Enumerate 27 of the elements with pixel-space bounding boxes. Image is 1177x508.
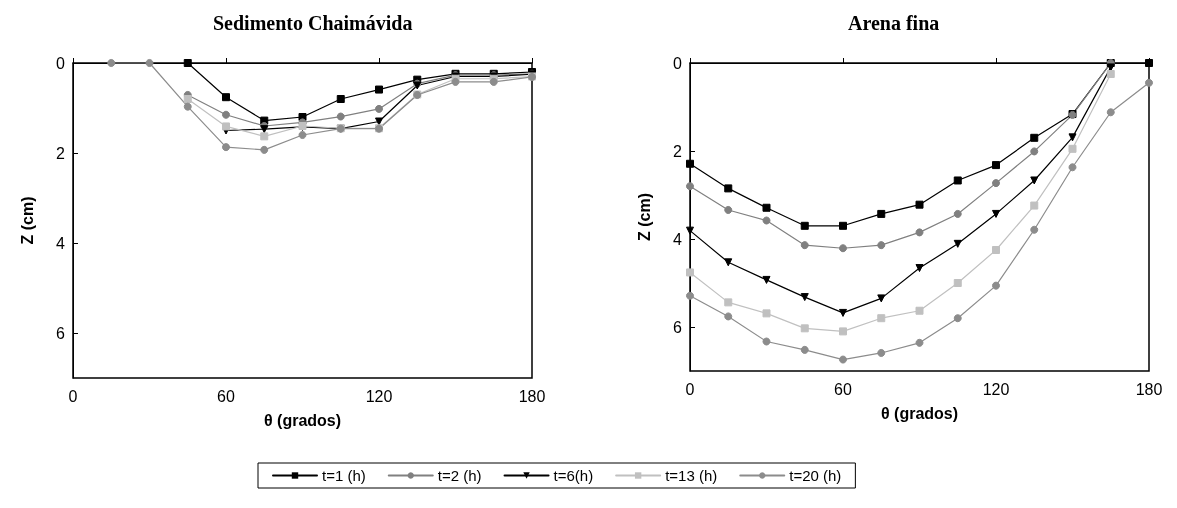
y-tick-label: 2 xyxy=(673,142,683,160)
legend-label: t=20 (h) xyxy=(789,467,842,484)
y-tick-label: 2 xyxy=(56,144,66,162)
y-tick-label: 6 xyxy=(673,318,683,336)
x-tick-label: 60 xyxy=(217,387,235,405)
x-tick-label: 180 xyxy=(1135,380,1163,398)
legend-label: t=1 (h) xyxy=(322,467,366,484)
x-tick-label: 180 xyxy=(518,387,546,405)
legend-label: t=13 (h) xyxy=(665,467,718,484)
legend-label: t=2 (h) xyxy=(437,467,482,484)
chart-title: Arena fina xyxy=(848,12,940,34)
x-tick-label: 120 xyxy=(982,380,1010,398)
legend-label: t=6(h) xyxy=(553,467,594,484)
y-axis-title: Z (cm) xyxy=(635,193,653,241)
x-tick-label: 60 xyxy=(834,380,852,398)
x-axis-title: θ (grados) xyxy=(880,404,959,422)
y-tick-label: 4 xyxy=(56,234,66,252)
x-axis-title: θ (grados) xyxy=(263,411,342,429)
y-tick-label: 4 xyxy=(673,230,683,248)
x-tick-label: 0 xyxy=(685,380,695,398)
y-tick-label: 6 xyxy=(56,324,66,342)
x-tick-label: 120 xyxy=(365,387,393,405)
x-tick-label: 0 xyxy=(68,387,78,405)
y-axis-title: Z (cm) xyxy=(18,196,36,245)
chart-title: Sedimento Chaimávida xyxy=(213,12,413,34)
y-tick-label: 0 xyxy=(673,54,683,72)
y-tick-label: 0 xyxy=(56,54,66,72)
